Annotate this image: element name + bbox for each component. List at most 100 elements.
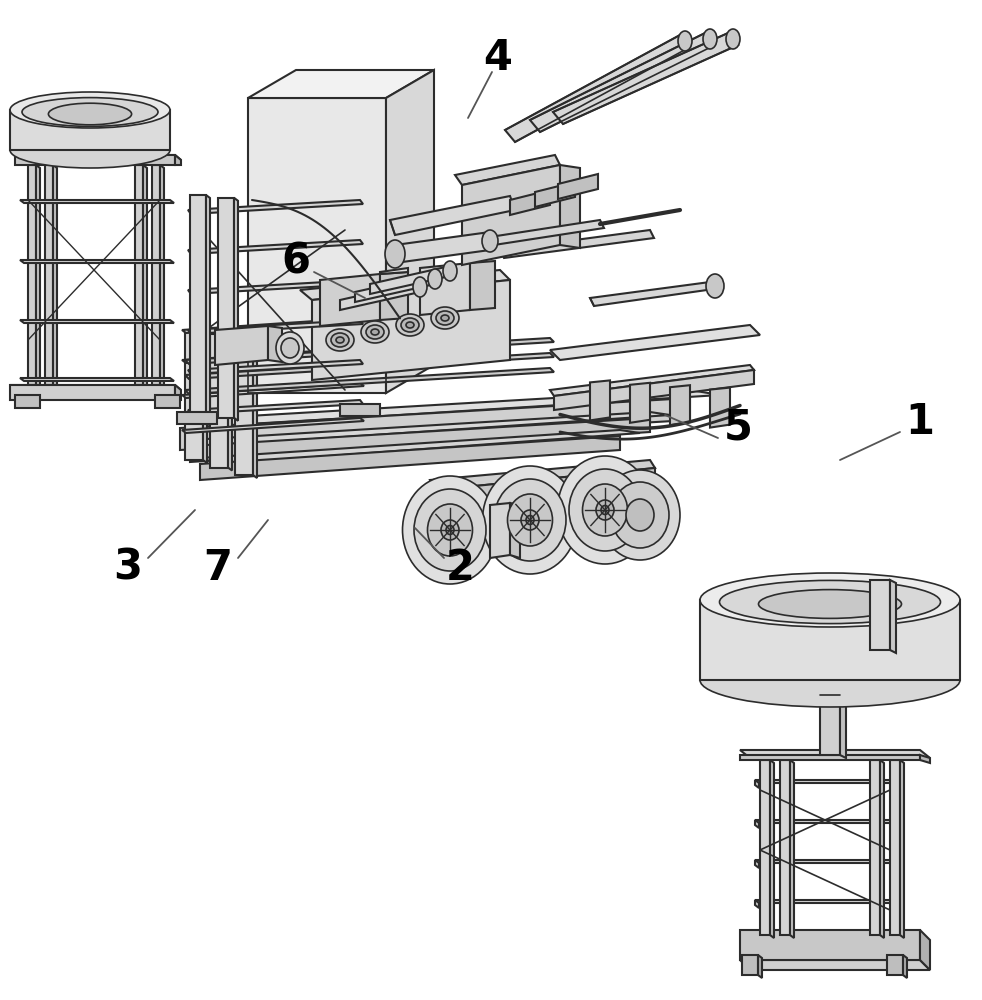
- Polygon shape: [152, 165, 160, 385]
- Polygon shape: [380, 272, 408, 320]
- Polygon shape: [235, 338, 253, 475]
- Polygon shape: [790, 760, 794, 938]
- Polygon shape: [10, 385, 181, 390]
- Polygon shape: [15, 155, 175, 165]
- Polygon shape: [770, 760, 774, 938]
- Polygon shape: [590, 282, 714, 306]
- Polygon shape: [758, 955, 762, 978]
- Ellipse shape: [582, 484, 627, 536]
- Ellipse shape: [371, 329, 379, 335]
- Ellipse shape: [700, 573, 960, 627]
- Polygon shape: [490, 503, 510, 558]
- Polygon shape: [45, 165, 53, 385]
- Polygon shape: [470, 261, 495, 310]
- Polygon shape: [870, 760, 880, 935]
- Polygon shape: [175, 385, 181, 400]
- Polygon shape: [340, 282, 420, 310]
- Polygon shape: [420, 263, 470, 315]
- Polygon shape: [435, 468, 655, 514]
- Polygon shape: [870, 580, 890, 650]
- Text: 1: 1: [905, 401, 935, 443]
- Polygon shape: [370, 266, 450, 294]
- Polygon shape: [890, 760, 900, 935]
- Polygon shape: [510, 190, 550, 215]
- Polygon shape: [553, 33, 738, 124]
- Polygon shape: [155, 395, 180, 408]
- Polygon shape: [36, 165, 40, 388]
- Polygon shape: [740, 755, 920, 760]
- Polygon shape: [700, 600, 960, 680]
- Ellipse shape: [326, 329, 354, 351]
- Polygon shape: [143, 165, 147, 388]
- Ellipse shape: [446, 526, 454, 534]
- Polygon shape: [395, 232, 490, 263]
- Polygon shape: [185, 338, 554, 364]
- Polygon shape: [182, 383, 364, 398]
- Polygon shape: [180, 398, 690, 450]
- Polygon shape: [755, 900, 759, 908]
- Ellipse shape: [611, 482, 669, 548]
- Polygon shape: [182, 348, 364, 363]
- Ellipse shape: [441, 315, 449, 321]
- Polygon shape: [10, 385, 175, 400]
- Ellipse shape: [726, 29, 740, 49]
- Polygon shape: [535, 182, 575, 207]
- Polygon shape: [20, 260, 174, 263]
- Polygon shape: [755, 780, 899, 783]
- Ellipse shape: [494, 479, 566, 561]
- Ellipse shape: [706, 274, 724, 298]
- Polygon shape: [248, 98, 386, 393]
- Polygon shape: [554, 370, 754, 410]
- Polygon shape: [560, 165, 580, 248]
- Polygon shape: [455, 155, 560, 185]
- Ellipse shape: [10, 92, 170, 128]
- Polygon shape: [175, 155, 181, 165]
- Ellipse shape: [482, 230, 498, 252]
- Ellipse shape: [558, 456, 652, 564]
- Polygon shape: [28, 165, 36, 385]
- Polygon shape: [160, 165, 164, 388]
- Polygon shape: [228, 334, 232, 471]
- Polygon shape: [188, 200, 363, 214]
- Text: 6: 6: [282, 241, 310, 283]
- Polygon shape: [755, 820, 759, 828]
- Polygon shape: [820, 695, 840, 755]
- Polygon shape: [920, 755, 930, 763]
- Text: 2: 2: [446, 547, 474, 589]
- Polygon shape: [215, 326, 268, 365]
- Polygon shape: [430, 460, 655, 490]
- Polygon shape: [15, 155, 181, 160]
- Polygon shape: [355, 274, 435, 302]
- Ellipse shape: [526, 516, 534, 524]
- Polygon shape: [182, 318, 364, 333]
- Polygon shape: [190, 418, 650, 462]
- Polygon shape: [386, 70, 434, 393]
- Ellipse shape: [521, 510, 539, 530]
- Polygon shape: [490, 220, 604, 245]
- Ellipse shape: [406, 322, 414, 328]
- Polygon shape: [188, 240, 363, 254]
- Polygon shape: [890, 580, 896, 653]
- Ellipse shape: [508, 494, 553, 546]
- Text: 3: 3: [114, 547, 142, 589]
- Ellipse shape: [596, 500, 614, 520]
- Ellipse shape: [626, 499, 654, 531]
- Polygon shape: [755, 820, 899, 823]
- Polygon shape: [550, 325, 760, 360]
- Ellipse shape: [366, 325, 384, 339]
- Polygon shape: [188, 320, 363, 334]
- Polygon shape: [880, 760, 884, 938]
- Polygon shape: [530, 33, 715, 132]
- Polygon shape: [20, 378, 174, 381]
- Ellipse shape: [396, 314, 424, 336]
- Ellipse shape: [600, 470, 680, 560]
- Ellipse shape: [403, 476, 498, 584]
- Ellipse shape: [431, 307, 459, 329]
- Ellipse shape: [361, 321, 389, 343]
- Polygon shape: [840, 695, 846, 758]
- Ellipse shape: [482, 466, 577, 574]
- Text: 7: 7: [203, 547, 233, 589]
- Polygon shape: [248, 70, 434, 98]
- Ellipse shape: [413, 277, 427, 297]
- Polygon shape: [340, 404, 380, 416]
